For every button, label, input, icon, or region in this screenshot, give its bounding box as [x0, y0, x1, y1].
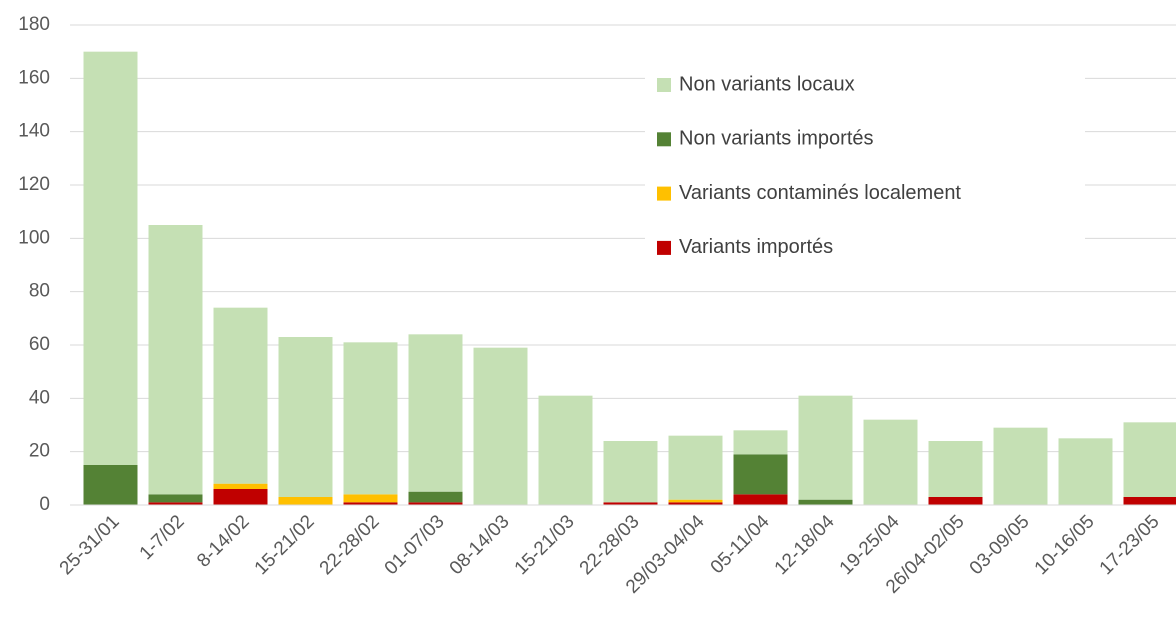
legend-label: Variants contaminés localement: [679, 182, 961, 204]
legend-label: Variants importés: [679, 236, 833, 258]
bar-segment: [798, 395, 853, 500]
x-tick-label: 25-31/01: [56, 511, 124, 579]
x-tick-label: 01-07/03: [381, 511, 449, 579]
y-tick-label: 100: [18, 227, 50, 248]
bar-segment: [473, 347, 528, 505]
bar-segment: [278, 497, 333, 505]
bar-segment: [668, 502, 723, 505]
x-tick-label: 08-14/03: [446, 511, 514, 579]
y-tick-label: 180: [18, 14, 50, 35]
bar-segment: [213, 483, 268, 489]
bar-segment: [343, 494, 398, 503]
bar-segment: [668, 435, 723, 500]
x-tick-label: 03-09/05: [966, 511, 1034, 579]
y-tick-label: 80: [29, 281, 50, 302]
bar-segment: [148, 494, 203, 503]
legend-label: Non variants locaux: [679, 73, 855, 95]
legend: Non variants locaux Non variants importés…: [645, 60, 1085, 275]
bar-segment: [408, 502, 463, 505]
legend-swatch: [657, 132, 671, 147]
x-tick-label: 10-16/05: [1031, 511, 1099, 579]
bar-segment: [213, 489, 268, 505]
x-tick-label: 22-28/03: [576, 511, 644, 579]
bar-segment: [928, 441, 983, 497]
x-tick-label: 22-28/02: [316, 511, 384, 579]
x-tick-label: 15-21/03: [511, 511, 579, 579]
bar-segment: [1123, 422, 1176, 497]
y-tick-label: 160: [18, 67, 50, 88]
bar-segment: [1058, 438, 1113, 505]
y-tick-label: 120: [18, 174, 50, 195]
bar-segment: [83, 465, 138, 505]
bar-segment: [733, 494, 788, 505]
y-tick-label: 60: [29, 334, 50, 355]
y-tick-label: 140: [18, 121, 50, 142]
bar-segment: [148, 225, 203, 495]
bar-segment: [83, 51, 138, 466]
bar-segment: [863, 419, 918, 505]
legend-swatch: [657, 240, 671, 255]
y-tick-label: 20: [29, 441, 50, 462]
x-tick-label: 15-21/02: [251, 511, 319, 579]
x-tick-label: 19-25/04: [836, 511, 904, 579]
bar-segment: [603, 502, 658, 505]
bar-segment: [1123, 497, 1176, 505]
x-tick-label: 17-23/05: [1096, 511, 1164, 579]
legend-swatch: [657, 186, 671, 201]
bar-segment: [603, 441, 658, 503]
bar-segment: [733, 454, 788, 495]
bar-segment: [993, 427, 1048, 505]
bar-segment: [148, 502, 203, 505]
bar-segment: [928, 497, 983, 505]
y-tick-label: 40: [29, 387, 50, 408]
bar-segment: [798, 499, 853, 505]
x-tick-label: 12-18/04: [771, 511, 839, 579]
x-tick-label: 05-11/04: [707, 511, 774, 578]
bar-segment: [408, 491, 463, 503]
legend-bg: [645, 60, 1085, 275]
bar-segment: [668, 499, 723, 503]
bar-segment: [538, 395, 593, 505]
x-tick-label: 1-7/02: [136, 511, 189, 564]
legend-swatch: [657, 78, 671, 92]
bar-segment: [213, 307, 268, 484]
bar-segment: [343, 342, 398, 495]
y-tick-label: 0: [39, 494, 50, 515]
bar-segment: [278, 337, 333, 497]
x-tick-label: 8-14/02: [193, 511, 253, 571]
legend-label: Non variants importés: [679, 128, 874, 150]
bar-segment: [733, 430, 788, 455]
bar-segment: [343, 502, 398, 505]
bar-segment: [408, 334, 463, 492]
